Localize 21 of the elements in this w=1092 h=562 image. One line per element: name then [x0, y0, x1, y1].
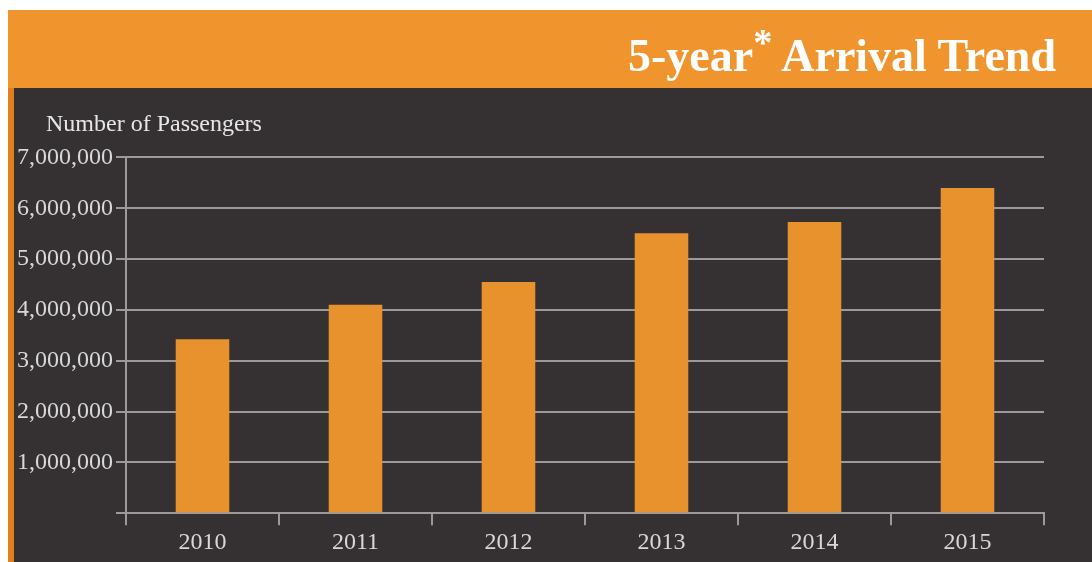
x-tick-label: 2011: [331, 527, 380, 554]
y-tick-label: 4,000,000: [17, 295, 113, 322]
x-tick-label: 2012: [484, 527, 533, 554]
x-tick-label: 2013: [637, 527, 686, 554]
bar: [328, 304, 383, 513]
y-tick-label: 3,000,000: [17, 346, 113, 373]
y-tick-label: 5,000,000: [17, 244, 113, 271]
bar: [481, 281, 536, 513]
x-tick-label: 2015: [943, 527, 992, 554]
y-tick-label: 2,000,000: [17, 396, 113, 423]
y-axis-title: Number of Passengers: [46, 110, 262, 137]
bar: [787, 221, 842, 513]
y-tick-label: 7,000,000: [17, 142, 113, 169]
y-tick-label: 1,000,000: [17, 447, 113, 474]
bar: [940, 187, 995, 513]
bar: [175, 339, 230, 513]
bar: [634, 233, 689, 513]
x-tick-label: 2014: [790, 527, 839, 554]
x-tick-label: 2010: [178, 527, 227, 554]
y-tick-label: 6,000,000: [17, 193, 113, 220]
chart-title: 5-year$^{*}$ Arrival Trend: [627, 20, 1056, 83]
